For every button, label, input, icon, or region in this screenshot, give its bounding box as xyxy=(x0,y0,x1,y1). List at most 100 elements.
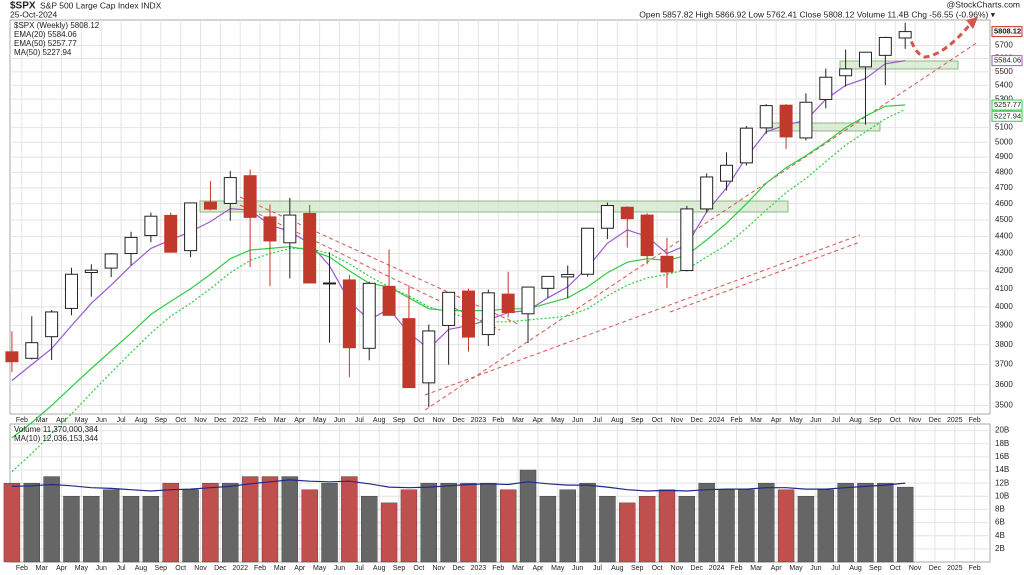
last-value-tag xyxy=(991,99,1023,111)
candle-body xyxy=(620,206,634,220)
x-tick-label: Jul xyxy=(355,417,364,424)
x-tick-label: 2025 xyxy=(947,565,963,572)
y-tick-label: 5300 xyxy=(995,94,1013,103)
x-tick-label: Mar xyxy=(36,417,49,424)
candle-body xyxy=(382,285,396,316)
x-tick-label: Mar xyxy=(36,565,49,572)
volume-bar xyxy=(162,482,179,563)
x-tick-label: Mar xyxy=(512,565,525,572)
indicator-line xyxy=(11,108,906,473)
x-tick-label: Jun xyxy=(810,417,821,424)
x-tick-label: Oct xyxy=(652,565,663,572)
volume-bar xyxy=(281,476,299,563)
volume-bar xyxy=(261,476,279,563)
x-tick-label: Feb xyxy=(969,417,981,424)
x-tick-label: Dec xyxy=(929,565,942,572)
volume-bar xyxy=(817,489,834,563)
x-tick-label: May xyxy=(75,565,89,572)
trendline xyxy=(424,234,861,396)
volume-bar xyxy=(321,482,338,563)
x-tick-label: Apr xyxy=(532,417,544,424)
volume-bar xyxy=(241,476,259,563)
candle-body xyxy=(223,177,237,204)
x-tick-label: Aug xyxy=(611,565,624,572)
candle-body xyxy=(819,76,833,100)
x-tick-label: May xyxy=(551,417,565,424)
volume-bar xyxy=(142,496,160,563)
y-tick-label: 4600 xyxy=(995,199,1013,208)
volume-ma-line xyxy=(11,479,906,492)
x-tick-label: Jul xyxy=(117,565,126,572)
volume-bar xyxy=(341,476,358,563)
candle-body xyxy=(878,36,892,56)
volume-bar xyxy=(857,482,874,563)
x-tick-label: 2023 xyxy=(471,565,487,572)
candle-body xyxy=(481,292,495,336)
volume-bar xyxy=(43,476,60,563)
arrow-head xyxy=(966,17,978,29)
x-tick-label: Feb xyxy=(16,565,28,572)
volume-bar xyxy=(539,496,557,563)
x-tick-label: Nov xyxy=(671,417,684,424)
y-tick-label: 14B xyxy=(995,465,1009,474)
candle-body xyxy=(442,291,456,326)
y-tick-label: 5000 xyxy=(995,137,1013,146)
y-tick-label: 2B xyxy=(995,544,1005,553)
x-tick-label: Jul xyxy=(593,417,602,424)
candle-body xyxy=(263,216,277,242)
x-tick-label: Dec xyxy=(452,417,465,424)
candle-body xyxy=(144,215,158,237)
volume-bar xyxy=(380,502,398,563)
y-tick-label: 3900 xyxy=(995,321,1013,330)
x-tick-label: Dec xyxy=(691,565,704,572)
volume-bar xyxy=(797,496,815,563)
volume-bar xyxy=(23,482,40,563)
x-tick-label: Oct xyxy=(652,417,663,424)
x-tick-label: Oct xyxy=(890,417,901,424)
candle-body xyxy=(680,208,694,272)
candle-body xyxy=(839,68,853,77)
x-tick-label: Feb xyxy=(254,565,266,572)
x-tick-label: Aug xyxy=(611,417,624,424)
x-tick-label: Mar xyxy=(274,565,287,572)
x-tick-label: Aug xyxy=(849,417,862,424)
candle-body xyxy=(104,253,118,269)
x-tick-label: Feb xyxy=(730,417,742,424)
candle-body xyxy=(858,51,872,68)
indicator-line xyxy=(11,60,906,382)
y-tick-label: 3700 xyxy=(995,360,1013,369)
x-tick-label: Feb xyxy=(730,565,742,572)
x-tick-label: Mar xyxy=(750,565,763,572)
volume-bar xyxy=(122,496,140,563)
x-tick-label: Sep xyxy=(155,417,168,424)
x-tick-label: Mar xyxy=(750,417,763,424)
last-value-tag xyxy=(991,110,1023,122)
candle-body xyxy=(501,293,515,313)
x-tick-label: Feb xyxy=(492,417,504,424)
candle-body xyxy=(660,255,674,273)
x-tick-label: Jul xyxy=(831,417,840,424)
trendline xyxy=(239,204,501,331)
x-tick-label: Apr xyxy=(771,565,783,572)
grid xyxy=(10,424,990,562)
candle-body xyxy=(203,201,217,210)
candle-body xyxy=(541,275,555,289)
volume-bar xyxy=(83,496,100,563)
y-tick-label: 5500 xyxy=(995,67,1013,76)
subtitle: S&P 500 Large Cap Index INDX xyxy=(40,0,162,10)
x-tick-label: Feb xyxy=(492,565,504,572)
title: $SPX xyxy=(10,1,36,12)
price-panel xyxy=(9,19,991,415)
x-tick-label: Dec xyxy=(214,565,227,572)
x-tick-label: Jul xyxy=(593,565,602,572)
candle-body xyxy=(323,282,337,285)
x-tick-label: Apr xyxy=(771,417,783,424)
x-tick-label: Jul xyxy=(117,417,126,424)
candle-body xyxy=(898,31,912,39)
y-tick-label: 4900 xyxy=(995,152,1013,161)
y-tick-label: 3600 xyxy=(995,380,1013,389)
x-tick-label: 2024 xyxy=(709,565,725,572)
volume-bar xyxy=(599,496,616,563)
trendline xyxy=(669,241,861,313)
